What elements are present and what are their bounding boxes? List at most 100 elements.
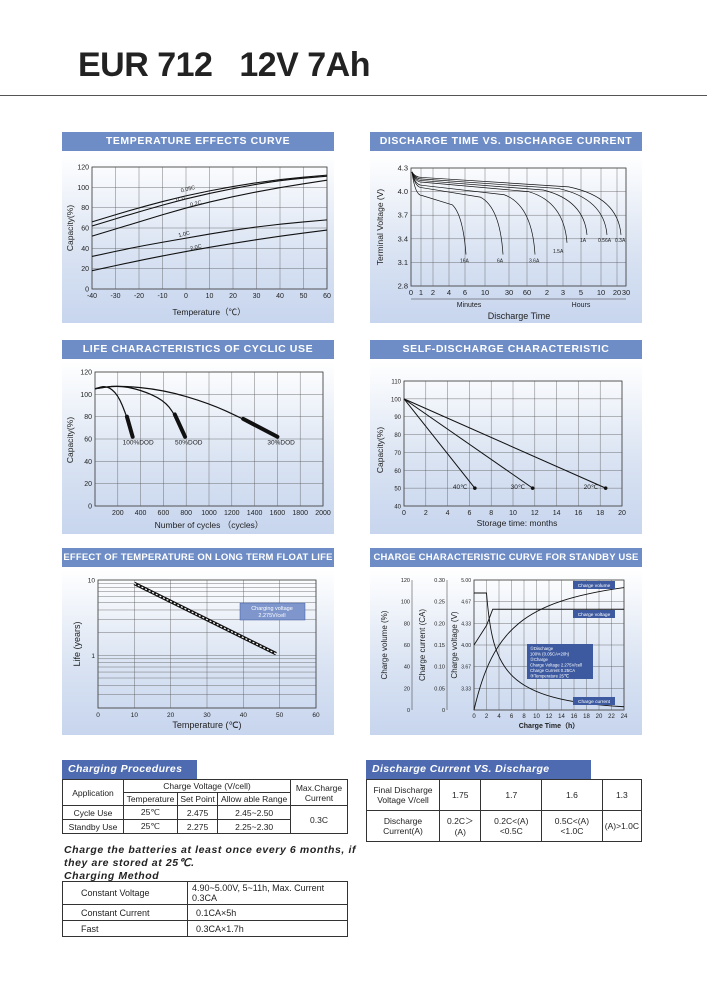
x-tick-label: 4 bbox=[497, 714, 501, 720]
cell-temp: 25℃ bbox=[123, 819, 178, 834]
voltage-tick-label: 3.33 bbox=[461, 687, 471, 693]
x-tick-label: 12 bbox=[531, 510, 539, 517]
self-chart: 0 2 4 6 8 10 12 14 16 18 20 40 50 60 70 80 90 100 110 40℃ 30… bbox=[375, 380, 626, 529]
annotation-text: Charging voltage bbox=[251, 606, 293, 612]
series-label: 2.0C bbox=[190, 244, 203, 253]
series-line-1.0C bbox=[91, 219, 328, 258]
temp-chart: -40 -30 -20 -10 0 10 20 30 40 50 60 0 20 40 60 80 100 120… bbox=[65, 165, 331, 318]
x-tick-label: 30 bbox=[505, 288, 513, 297]
y-tick-label: 40 bbox=[84, 459, 92, 466]
x-axis-label: Temperature（℃） bbox=[172, 307, 245, 317]
x-tick-label: 6 bbox=[463, 288, 467, 297]
series-line-40℃ bbox=[403, 398, 476, 489]
volume-tick-label: 120 bbox=[401, 578, 410, 584]
y-tick-label: 40 bbox=[81, 246, 89, 253]
x-tick-label: 12 bbox=[546, 714, 553, 720]
x-tick-label: 10 bbox=[509, 510, 517, 517]
x-tick-label: 30 bbox=[253, 293, 261, 300]
charging-procedures-table: Application Charge Voltage (V/cell) Max.… bbox=[62, 779, 348, 834]
cell-value: 0.2C<(A)<0.5C bbox=[480, 810, 543, 842]
series-label: 40℃ bbox=[453, 484, 468, 491]
float-chart-title: EFFECT OF TEMPERATURE ON LONG TERM FLOAT… bbox=[62, 548, 334, 567]
cell-range: 2.45~2.50 bbox=[217, 805, 291, 820]
life-chart: 200 400 600 800 1000 1200 1400 1600 1800 2000 0 20 4… bbox=[65, 370, 331, 531]
series-line-30℃ bbox=[403, 398, 533, 489]
series-line-3.6A bbox=[411, 171, 536, 255]
x-tick-label: 2 bbox=[485, 714, 489, 720]
voltage-tick-label: 5.00 bbox=[461, 578, 471, 584]
x-tick-label: 60 bbox=[312, 712, 320, 719]
y-tick-label: 1 bbox=[91, 653, 95, 660]
series-line-0.1C bbox=[91, 175, 328, 227]
float-chart-panel: 1 10 0 10 20 30 40 50 60 Charging voltage 2.275V/c… bbox=[62, 570, 334, 735]
x-tick-label: 2000 bbox=[315, 510, 331, 517]
x-tick-label: 1600 bbox=[270, 510, 286, 517]
x-tick-label: 0 bbox=[402, 510, 406, 517]
temp-chart-panel: -40 -30 -20 -10 0 10 20 30 40 50 60 0 20 40 60 80 100 120… bbox=[62, 155, 334, 323]
table-row: Constant Current 0.1CA×5h bbox=[62, 904, 348, 921]
x-tick-label: -20 bbox=[134, 293, 144, 300]
x-tick-label: 1 bbox=[419, 288, 423, 297]
legend-note-line: Charge Current 0.25CA bbox=[530, 668, 575, 673]
series-band-30%DOD bbox=[241, 416, 280, 439]
volume-tick-label: 40 bbox=[404, 665, 410, 671]
charge-volume-curve bbox=[473, 587, 625, 711]
y-tick-label: 100 bbox=[391, 397, 402, 403]
table-row: Discharge Current(A) 0.2C＞(A) 0.2C<(A)<0… bbox=[366, 810, 643, 842]
series-line-0.2C bbox=[91, 179, 328, 237]
charging-method-table: Constant Voltage 4.90~5.00V, 5~11h, Max.… bbox=[62, 881, 348, 937]
x-tick-label: 6 bbox=[467, 510, 471, 517]
th-set-point: Set Point bbox=[176, 792, 219, 806]
cell-final-voltage-label: Final Discharge Voltage V/cell bbox=[366, 779, 440, 811]
header-rule bbox=[0, 95, 707, 96]
series-label: 1.0C bbox=[178, 230, 191, 239]
cell-value: 4.90~5.00V, 5~11h, Max. Current 0.3CA bbox=[187, 881, 348, 905]
y-tick-label: 70 bbox=[394, 451, 401, 457]
series-label: 100%DOD bbox=[123, 440, 154, 447]
legend-note-line: ②Charge bbox=[530, 657, 549, 662]
volume-tick-label: 100 bbox=[401, 600, 410, 606]
series-label: 16A bbox=[460, 258, 470, 264]
x-tick-label: 8 bbox=[489, 510, 493, 517]
x-axis-label: Discharge Time bbox=[488, 311, 551, 321]
table-row: Fast 0.3CA×1.7h bbox=[62, 920, 348, 937]
x-tick-label: 40 bbox=[240, 712, 248, 719]
series-line-0.56A bbox=[411, 171, 608, 235]
minutes-label: Minutes bbox=[457, 302, 482, 309]
x-tick-label: 1800 bbox=[292, 510, 308, 517]
cell-app: Standby Use bbox=[62, 819, 124, 834]
y-tick-label: 3.4 bbox=[398, 234, 408, 243]
y-tick-label: 20 bbox=[81, 266, 89, 273]
y-axis-label: Terminal Voltage (V) bbox=[375, 189, 385, 266]
x-tick-label: 20 bbox=[229, 293, 237, 300]
cell-value: (A)>1.0C bbox=[601, 810, 643, 842]
x-tick-label: 16 bbox=[575, 510, 583, 517]
y-tick-label: 80 bbox=[84, 414, 92, 421]
hours-label: Hours bbox=[572, 302, 591, 309]
series-line-1.5A bbox=[411, 171, 568, 243]
float-life-band bbox=[133, 581, 277, 656]
self-chart-title: SELF-DISCHARGE CHARACTERISTIC bbox=[370, 340, 642, 359]
x-tick-label: 10 bbox=[597, 288, 605, 297]
x-tick-label: 24 bbox=[621, 714, 628, 720]
x-axis-label: Number of cycles （cycles） bbox=[155, 520, 264, 530]
y-tick-label: 90 bbox=[394, 415, 401, 421]
series-label: 1A bbox=[580, 238, 587, 244]
cell-value: 1.6 bbox=[541, 779, 603, 811]
legend-volume-box bbox=[573, 581, 615, 589]
x-tick-label: 8 bbox=[522, 714, 526, 720]
legend-note-line: Charge Voltage 2.275V/cell bbox=[530, 663, 582, 668]
volume-tick-label: 0 bbox=[407, 708, 410, 714]
cell-value: 1.7 bbox=[480, 779, 543, 811]
th-temperature: Temperature bbox=[123, 792, 178, 806]
life-chart-title: LIFE CHARACTERISTICS OF CYCLIC USE bbox=[62, 340, 334, 359]
x-tick-label: 4 bbox=[447, 288, 451, 297]
voltage-axis-label: Charge voltage (V) bbox=[450, 611, 459, 678]
table-row: Standby Use 25℃ 2.275 2.25~2.30 bbox=[62, 819, 348, 834]
cell-value: 0.1CA×5h bbox=[187, 904, 348, 921]
legend-note-line: ③Temperature 25℃ bbox=[530, 674, 569, 679]
cell-set: 2.275 bbox=[176, 819, 219, 834]
y-axis-label: Life (years) bbox=[72, 621, 82, 666]
y-tick-label: 80 bbox=[81, 205, 89, 212]
x-tick-label: 40 bbox=[276, 293, 284, 300]
